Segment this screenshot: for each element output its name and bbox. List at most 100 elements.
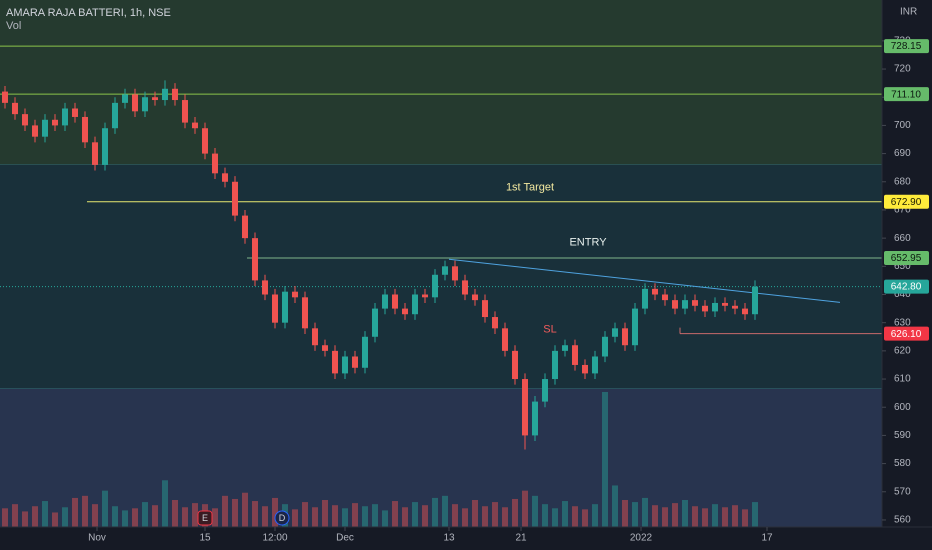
candle-body xyxy=(382,294,388,309)
candle-body xyxy=(62,108,68,126)
candle-body xyxy=(142,97,148,112)
volume-bar xyxy=(232,498,238,527)
y-tick-label: 690 xyxy=(894,148,911,159)
volume-bar xyxy=(212,508,218,527)
volume-bar xyxy=(522,490,528,527)
candle-body xyxy=(372,308,378,337)
volume-bar xyxy=(122,510,128,527)
volume-bar xyxy=(472,500,478,527)
trendline xyxy=(448,258,841,303)
candle-body xyxy=(82,116,88,143)
volume-bar xyxy=(252,501,258,527)
volume-bar xyxy=(672,503,678,527)
level-label: 672.90 xyxy=(891,197,922,208)
volume-bar xyxy=(402,507,408,527)
volume-bar xyxy=(542,504,548,527)
volume-bar xyxy=(652,505,658,527)
candle-body xyxy=(512,350,518,380)
candle-body xyxy=(492,317,498,329)
candle-body xyxy=(342,356,348,374)
candle-body xyxy=(422,294,428,298)
candle-body xyxy=(452,266,458,281)
volume-bar xyxy=(262,506,268,527)
candle-body xyxy=(672,300,678,309)
candle-body xyxy=(112,102,118,129)
y-tick-label: 650 xyxy=(894,261,911,272)
volume-bar xyxy=(692,506,698,527)
candle-body xyxy=(302,297,308,329)
volume-bar xyxy=(142,502,148,527)
plot xyxy=(0,0,882,528)
volume-bar xyxy=(42,501,48,527)
volume-bar xyxy=(572,506,578,527)
level-label: 711.10 xyxy=(891,89,921,100)
candle-body xyxy=(172,88,178,101)
zone xyxy=(0,0,882,165)
volume-bar xyxy=(242,492,248,527)
candle-body xyxy=(242,215,248,239)
volume-bar xyxy=(352,503,358,527)
volume-bar xyxy=(512,498,518,527)
y-tick-label: 600 xyxy=(894,402,911,413)
volume-bar xyxy=(602,392,608,527)
candle-body xyxy=(562,345,568,351)
level-label: 642.80 xyxy=(891,282,922,293)
volume-bar xyxy=(22,511,28,527)
candle-body xyxy=(72,108,78,117)
level-label-bg xyxy=(884,326,929,341)
volume-bar xyxy=(182,507,188,527)
volume-bar xyxy=(422,505,428,527)
candle-body xyxy=(252,238,258,281)
volume-bar xyxy=(172,500,178,527)
volume-bar xyxy=(562,501,568,527)
candle-body xyxy=(392,294,398,309)
volume-bar xyxy=(632,502,638,527)
candle-body xyxy=(402,308,408,315)
y-tick-label: 590 xyxy=(894,430,911,441)
candle-body xyxy=(712,302,718,312)
candle-body xyxy=(502,328,508,351)
volume-bar xyxy=(192,503,198,527)
candle-body xyxy=(322,345,328,351)
volume-bar xyxy=(32,506,38,527)
x-tick-label: 21 xyxy=(515,533,527,544)
volume-bar xyxy=(712,504,718,527)
volume-bar xyxy=(452,504,458,527)
x-tick-label: 12:00 xyxy=(262,533,287,544)
candle-body xyxy=(102,128,108,165)
candle-body xyxy=(12,102,18,115)
candle-body xyxy=(702,305,708,312)
annotation: ENTRY xyxy=(569,236,607,248)
volume-bar xyxy=(742,509,748,527)
chart-title: AMARA RAJA BATTERI, 1h, NSE xyxy=(6,7,171,19)
event-badge xyxy=(274,510,290,526)
volume-bar xyxy=(612,485,618,527)
volume-bar xyxy=(732,505,738,527)
volume-bar xyxy=(442,495,448,527)
volume-bar xyxy=(462,508,468,527)
candle-body xyxy=(122,94,128,103)
y-tick-label: 680 xyxy=(894,176,911,187)
candle-body xyxy=(552,350,558,380)
volume-bar xyxy=(102,490,108,527)
volume-bar xyxy=(112,506,118,527)
candle-body xyxy=(292,291,298,298)
volume-bar xyxy=(502,507,508,527)
candle-body xyxy=(612,328,618,337)
candle-body xyxy=(312,328,318,346)
candle-body xyxy=(362,336,368,368)
volume-bar xyxy=(222,495,228,527)
level-label-bg xyxy=(884,87,929,102)
candle-body xyxy=(692,300,698,306)
candle-body xyxy=(22,114,28,126)
candle-body xyxy=(432,274,438,298)
level-label: 626.10 xyxy=(891,329,922,340)
candle-body xyxy=(582,364,588,374)
candle-body xyxy=(2,91,8,103)
volume-bar xyxy=(372,504,378,527)
candle-body xyxy=(162,88,168,101)
candle-body xyxy=(652,288,658,295)
volume-bar xyxy=(592,504,598,527)
